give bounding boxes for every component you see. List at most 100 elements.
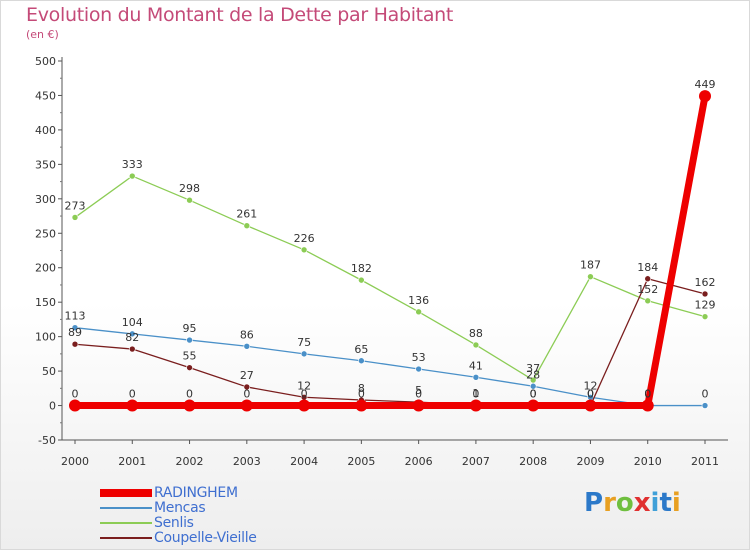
legend-item-senlis: Senlis xyxy=(100,515,400,531)
series-point-mencas xyxy=(701,402,709,409)
series-line-senlis xyxy=(74,175,706,381)
series-point-senlis xyxy=(415,308,422,316)
series-line-radinghem xyxy=(71,92,709,410)
series-point-senlis xyxy=(587,273,594,280)
series-point-coupelle-vieille xyxy=(71,340,79,348)
x-tick-label: 2007 xyxy=(462,455,490,468)
legend-item-coupelle-vieille: Coupelle-Vieille xyxy=(100,530,400,546)
series-point-senlis xyxy=(186,196,193,204)
y-tick-label: 300 xyxy=(35,193,56,206)
data-label-mencas: 28 xyxy=(526,368,540,381)
data-label-senlis: 136 xyxy=(408,294,429,307)
series-point-senlis xyxy=(128,172,136,180)
series-point-radinghem xyxy=(126,399,139,412)
series-point-mencas xyxy=(358,357,365,365)
series-point-mencas xyxy=(415,365,422,373)
legend-label-mencas: Mencas xyxy=(154,500,206,516)
series-line-mencas xyxy=(74,327,706,407)
x-tick-label: 2011 xyxy=(691,455,719,468)
legend-swatch-senlis xyxy=(100,522,152,524)
series-point-radinghem xyxy=(355,399,368,412)
data-label-senlis: 152 xyxy=(637,283,658,296)
series-point-mencas xyxy=(300,350,308,358)
series-point-radinghem xyxy=(69,399,81,412)
series-point-senlis xyxy=(300,246,308,254)
y-tick-label: 450 xyxy=(35,89,56,102)
y-tick-label: 50 xyxy=(42,365,56,378)
data-label-radinghem: 0 xyxy=(415,388,422,401)
series-point-mencas xyxy=(243,342,251,350)
series-point-coupelle-vieille xyxy=(243,383,251,391)
data-label-senlis: 129 xyxy=(695,299,716,312)
series-point-radinghem xyxy=(699,90,711,103)
y-tick-label: 500 xyxy=(35,55,56,68)
series-point-senlis xyxy=(71,214,79,221)
y-tick-label: 400 xyxy=(35,124,56,137)
data-label-mencas: 113 xyxy=(65,310,86,323)
x-tick-label: 2010 xyxy=(634,455,662,468)
data-label-senlis: 261 xyxy=(236,208,257,221)
data-label-coupelle-vieille: 27 xyxy=(240,369,254,382)
logo-letter: t xyxy=(659,488,672,518)
series-point-mencas xyxy=(472,373,480,381)
legend-swatch-coupelle-vieille xyxy=(100,537,152,539)
series-point-radinghem xyxy=(298,399,311,412)
x-tick-label: 2005 xyxy=(347,455,375,468)
data-label-coupelle-vieille: 8 xyxy=(358,382,365,395)
series-point-radinghem xyxy=(183,399,196,412)
x-tick-label: 2009 xyxy=(576,455,604,468)
data-label-coupelle-vieille: 0 xyxy=(587,388,594,401)
series-point-radinghem xyxy=(584,399,597,412)
data-label-radinghem: 0 xyxy=(186,388,193,401)
logo-letter: i xyxy=(650,488,660,518)
series-point-senlis xyxy=(472,341,480,349)
logo-letter: x xyxy=(633,488,651,518)
series-point-radinghem xyxy=(527,399,540,412)
x-tick-label: 2008 xyxy=(519,455,547,468)
legend-item-radinghem: RADINGHEM xyxy=(100,485,400,501)
data-label-radinghem: 0 xyxy=(243,388,250,401)
x-tick-label: 2002 xyxy=(176,455,204,468)
data-label-mencas: 65 xyxy=(354,343,368,356)
y-tick-label: -50 xyxy=(38,434,56,447)
series-line-coupelle-vieille xyxy=(74,278,706,407)
data-label-mencas: 0 xyxy=(644,388,651,401)
data-label-radinghem: 0 xyxy=(472,388,479,401)
data-label-radinghem: 449 xyxy=(695,78,716,91)
data-label-radinghem: 0 xyxy=(358,388,365,401)
data-label-radinghem: 0 xyxy=(644,388,651,401)
data-label-mencas: 104 xyxy=(122,316,143,329)
data-label-coupelle-vieille: 162 xyxy=(695,276,716,289)
series-point-mencas xyxy=(186,336,193,344)
data-label-mencas: 41 xyxy=(469,359,483,372)
data-label-radinghem: 0 xyxy=(587,388,594,401)
data-label-coupelle-vieille: 55 xyxy=(183,350,197,363)
data-label-senlis: 187 xyxy=(580,259,601,272)
y-tick-label: 0 xyxy=(49,400,56,413)
data-label-mencas: 0 xyxy=(702,388,709,401)
data-label-mencas: 86 xyxy=(240,328,254,341)
series-point-coupelle-vieille xyxy=(701,290,709,298)
legend-label-radinghem: RADINGHEM xyxy=(154,485,238,501)
data-label-coupelle-vieille: 0 xyxy=(530,388,537,401)
logo-letter: r xyxy=(603,488,616,518)
data-label-coupelle-vieille: 12 xyxy=(297,379,311,392)
data-label-mencas: 53 xyxy=(412,351,426,364)
data-label-radinghem: 0 xyxy=(72,388,79,401)
legend-swatch-mencas xyxy=(100,507,152,509)
series-point-coupelle-vieille xyxy=(186,364,193,371)
series-point-radinghem xyxy=(240,399,253,412)
data-label-coupelle-vieille: 89 xyxy=(68,326,82,339)
y-tick-label: 200 xyxy=(35,262,56,275)
series-point-coupelle-vieille xyxy=(644,275,652,283)
data-label-radinghem: 0 xyxy=(129,388,136,401)
data-label-senlis: 37 xyxy=(526,362,540,375)
logo-letter: o xyxy=(615,488,634,518)
data-label-coupelle-vieille: 1 xyxy=(472,387,479,400)
series-point-radinghem xyxy=(412,399,425,412)
data-label-senlis: 273 xyxy=(65,199,86,212)
series-point-coupelle-vieille xyxy=(128,345,136,353)
series-point-senlis xyxy=(701,313,709,320)
data-label-senlis: 182 xyxy=(351,262,372,275)
legend-item-mencas: Mencas xyxy=(100,500,400,516)
